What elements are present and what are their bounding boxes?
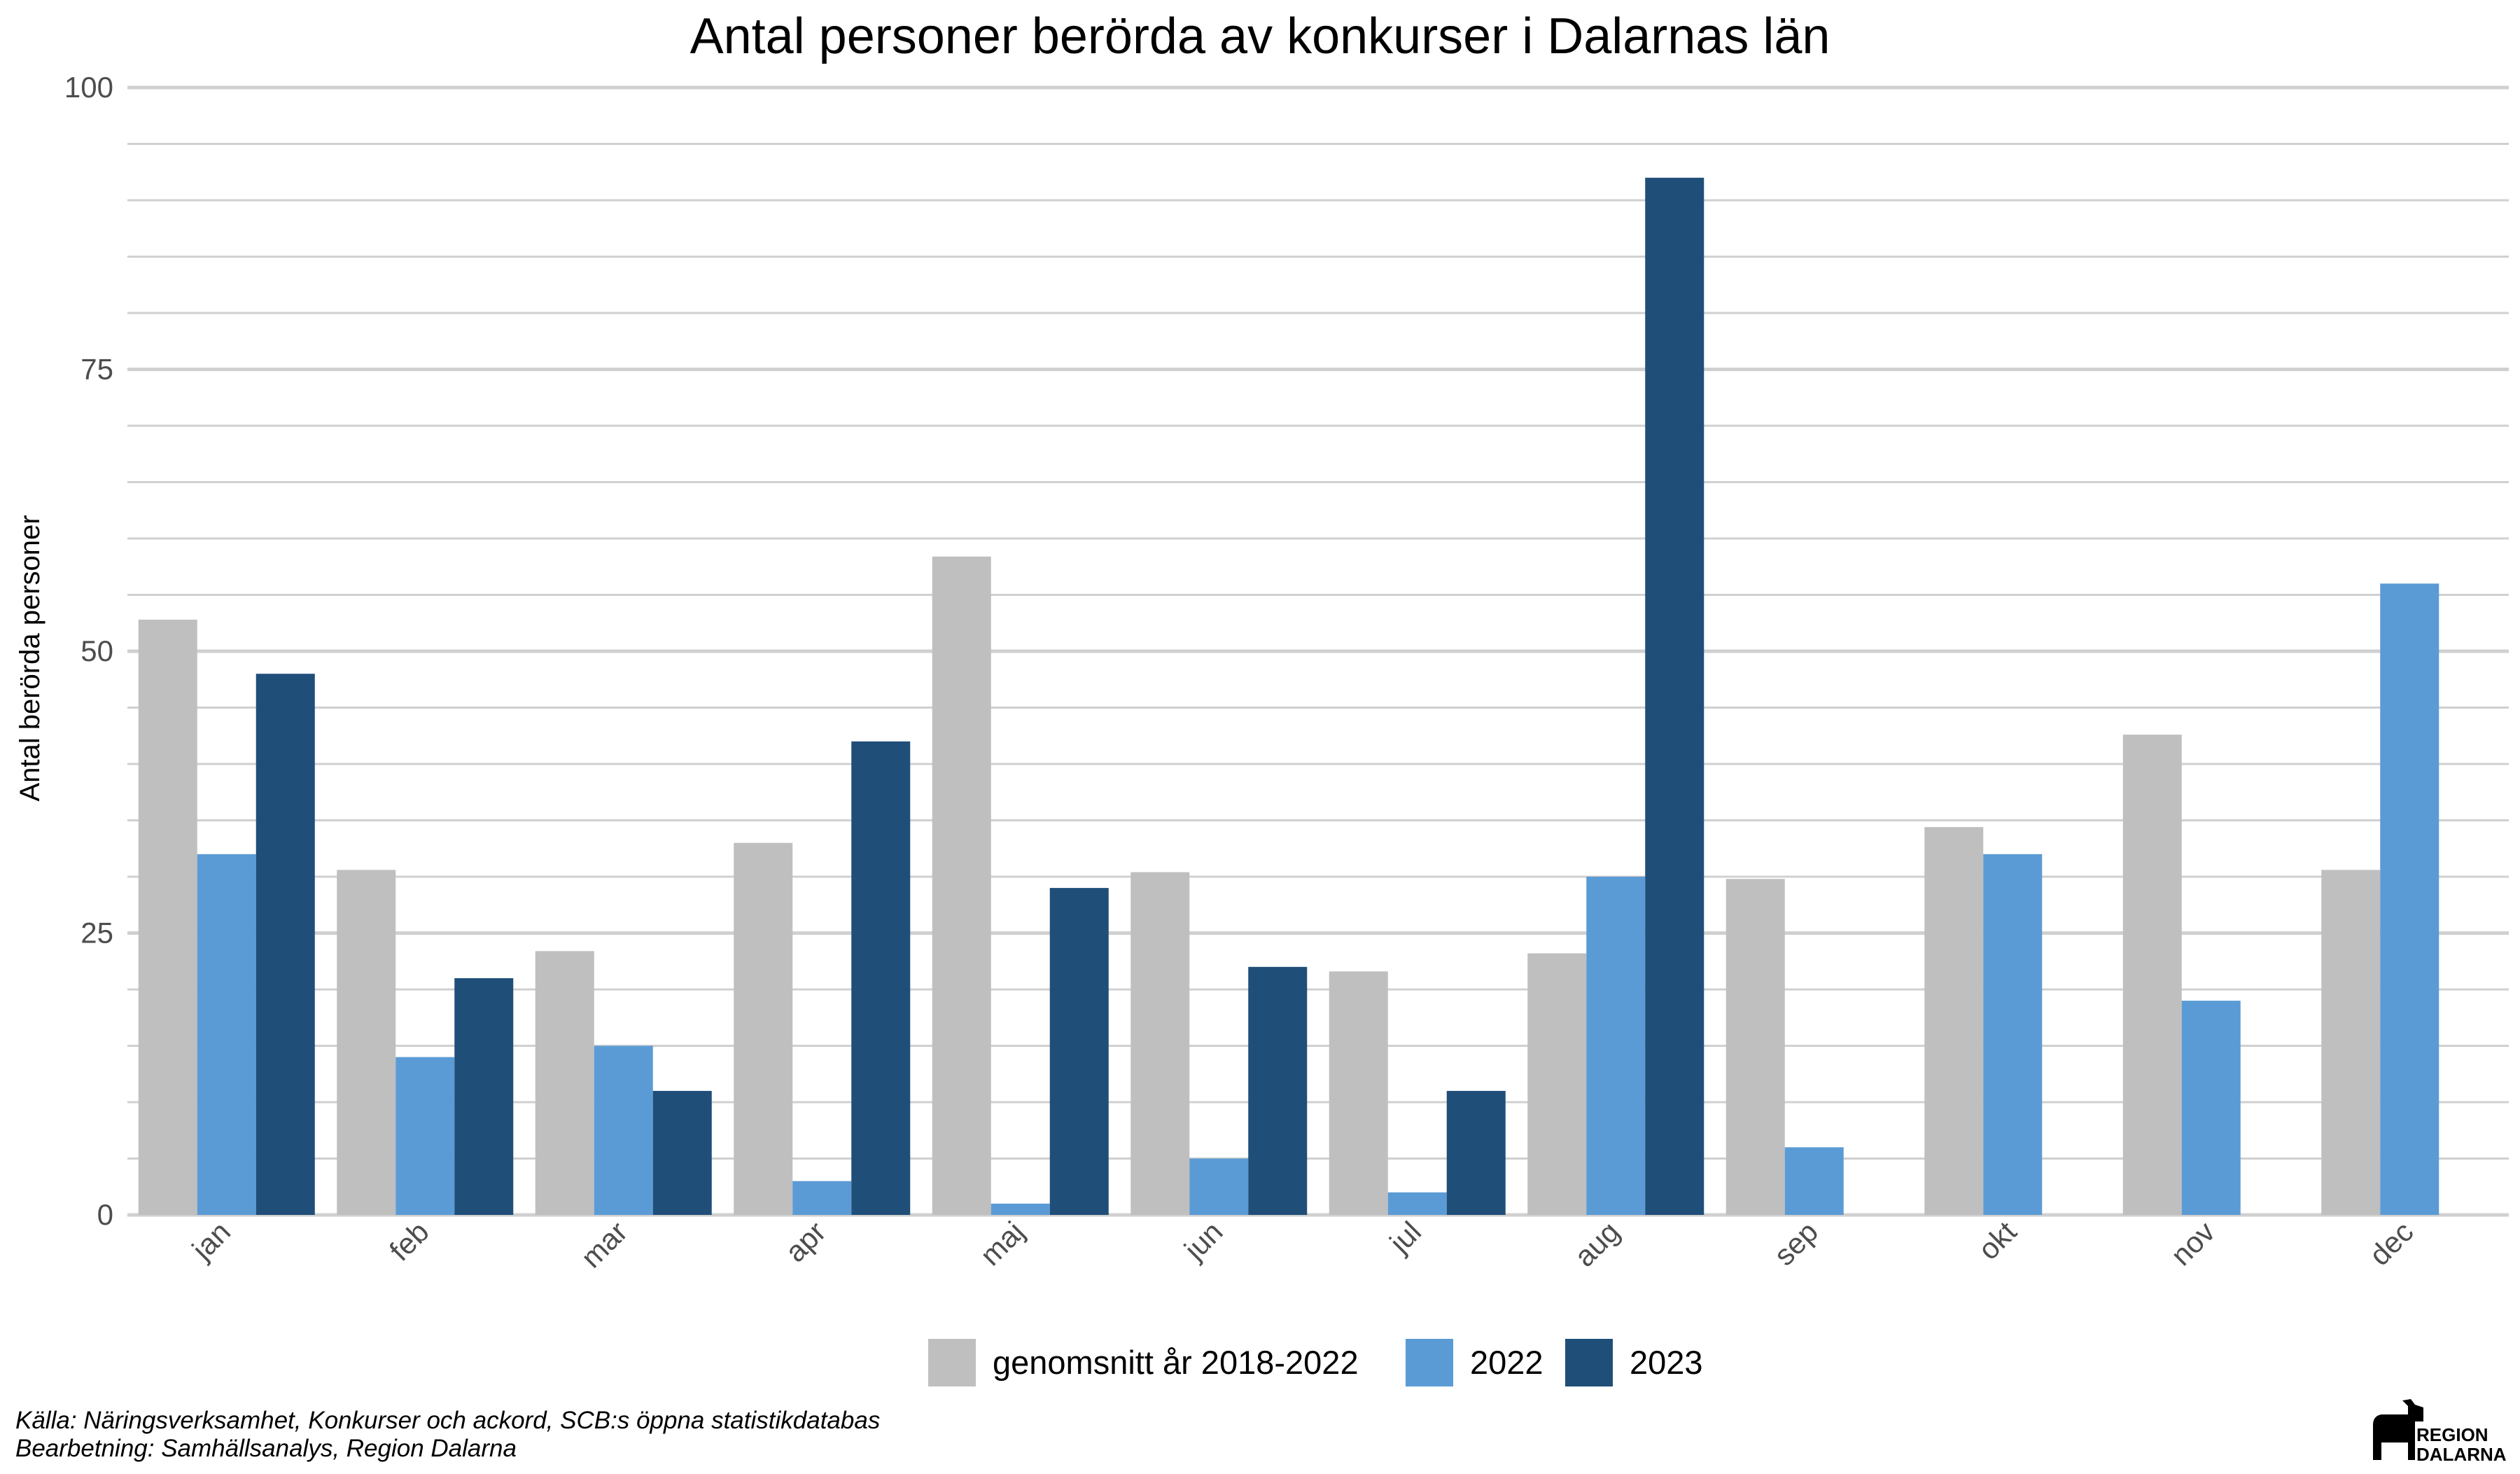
legend-label: genomsnitt år 2018-2022 [993, 1344, 1359, 1381]
bar-mar-series-1 [535, 951, 594, 1215]
y-tick-label: 100 [64, 71, 113, 104]
x-tick-label: jul [1382, 1215, 1427, 1260]
bar-apr-series-2 [792, 1181, 852, 1215]
bar-feb-series-3 [454, 978, 514, 1215]
bar-dec-series-1 [2321, 870, 2381, 1215]
x-tick-label: jan [185, 1215, 237, 1267]
bars [138, 177, 2440, 1215]
source-line-1: Källa: Näringsverksamhet, Konkurser och … [15, 1407, 880, 1434]
legend-label: 2022 [1470, 1344, 1544, 1381]
bar-apr-series-1 [734, 842, 793, 1215]
y-axis-ticks: 0 25 50 75 100 [64, 71, 113, 1231]
bar-dec-series-2 [2380, 583, 2440, 1215]
bar-jan-series-1 [138, 619, 197, 1215]
legend-swatch [1565, 1339, 1613, 1386]
bar-feb-series-2 [396, 1057, 455, 1215]
x-tick-label: feb [383, 1215, 435, 1267]
region-dalarna-logo: REGION DALARNA [2373, 1399, 2507, 1465]
bar-aug-series-2 [1586, 877, 1646, 1215]
source-line-2: Bearbetning: Samhällsanalys, Region Dala… [15, 1435, 517, 1462]
legend: genomsnitt år 2018-2022 2022 2023 [928, 1339, 1703, 1386]
bar-maj-series-3 [1049, 888, 1109, 1215]
bar-jul-series-1 [1329, 971, 1388, 1215]
chart-title: Antal personer berörda av konkurser i Da… [690, 8, 1830, 64]
bar-aug-series-1 [1527, 953, 1587, 1215]
bar-jun-series-2 [1189, 1158, 1249, 1215]
x-tick-label: maj [974, 1215, 1030, 1272]
bar-maj-series-1 [932, 556, 991, 1215]
bar-nov-series-2 [2181, 1001, 2241, 1215]
bar-jan-series-2 [197, 854, 256, 1215]
bar-okt-series-2 [1983, 854, 2043, 1215]
y-tick-label: 25 [80, 917, 113, 950]
x-tick-label: dec [2362, 1215, 2419, 1272]
bar-maj-series-2 [990, 1203, 1050, 1215]
bar-sep-series-1 [1726, 879, 1785, 1215]
bar-sep-series-2 [1784, 1147, 1844, 1215]
logo-line-1: REGION [2416, 1424, 2488, 1445]
bar-jun-series-1 [1130, 872, 1190, 1215]
y-axis-label: Antal berörda personer [15, 515, 46, 801]
bar-nov-series-1 [2122, 735, 2182, 1215]
x-axis-ticks: jan feb mar apr maj jun jul aug sep okt nov dec [185, 1215, 2420, 1274]
x-tick-label: sep [1768, 1215, 1824, 1272]
bar-mar-series-2 [594, 1045, 653, 1215]
bar-jun-series-3 [1248, 966, 1308, 1215]
bar-mar-series-3 [652, 1090, 712, 1215]
x-tick-label: apr [778, 1215, 832, 1268]
bar-jul-series-2 [1387, 1192, 1447, 1215]
legend-swatch [928, 1339, 976, 1386]
y-tick-label: 75 [80, 353, 113, 386]
logo-line-2: DALARNA [2416, 1444, 2507, 1465]
x-tick-label: okt [1972, 1215, 2023, 1266]
bar-apr-series-3 [851, 741, 911, 1215]
bar-feb-series-1 [337, 870, 396, 1215]
x-tick-label: mar [575, 1215, 634, 1274]
dala-horse-icon [2373, 1399, 2423, 1460]
bar-aug-series-3 [1645, 177, 1704, 1215]
x-tick-label: aug [1568, 1215, 1626, 1273]
legend-label: 2023 [1630, 1344, 1703, 1381]
legend-swatch [1406, 1339, 1453, 1386]
x-tick-label: jun [1177, 1215, 1228, 1267]
x-tick-label: nov [2164, 1215, 2221, 1272]
bar-jan-series-3 [255, 674, 315, 1215]
y-tick-label: 0 [97, 1198, 113, 1231]
bar-jul-series-3 [1446, 1090, 1506, 1215]
gridlines [127, 85, 2509, 1217]
bar-okt-series-1 [1924, 827, 1984, 1215]
y-tick-label: 50 [80, 634, 113, 667]
